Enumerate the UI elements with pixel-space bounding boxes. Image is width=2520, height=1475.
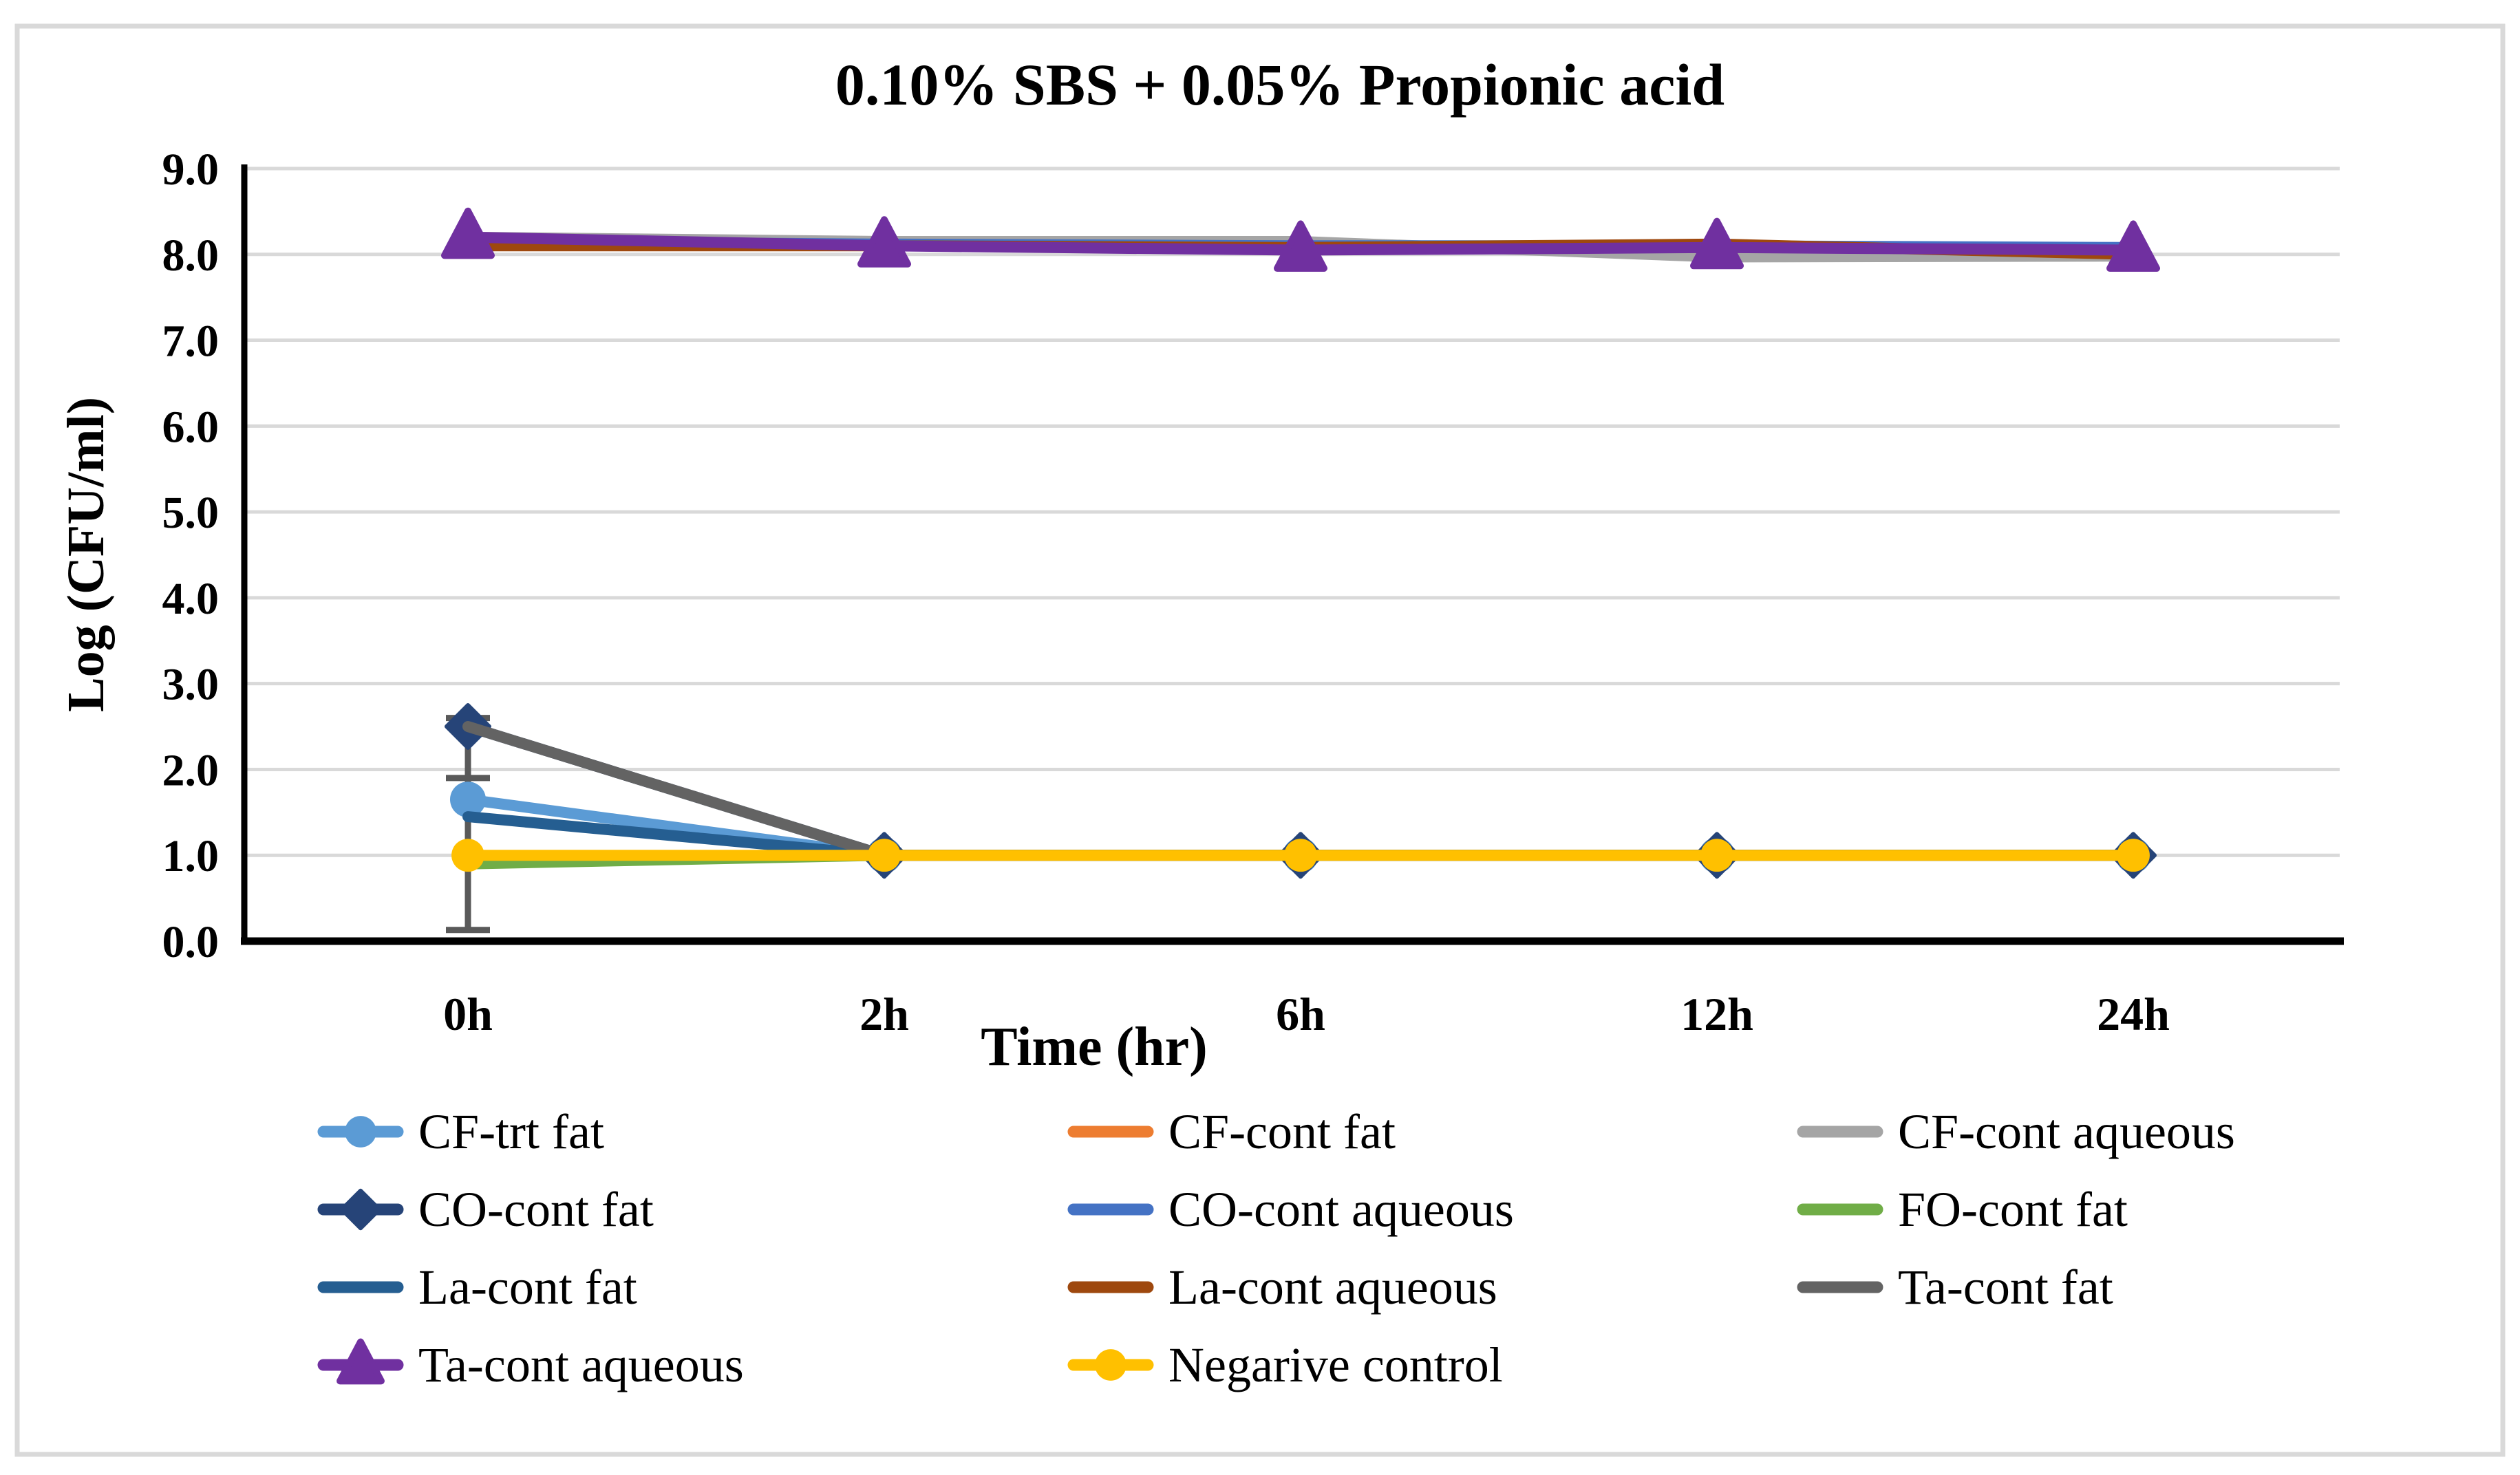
y-tick-label-9.0: 9.0 xyxy=(162,144,220,195)
legend-label-la-cont-aqueous: La-cont aqueous xyxy=(1168,1260,1497,1315)
series-marker-cf-trt-fat xyxy=(450,782,486,818)
legend-item-cf-cont-fat: CF-cont fat xyxy=(1067,1104,1396,1159)
series-marker-ta-cont-aqueous xyxy=(2106,220,2160,272)
legend-label-cf-cont-aqueous: CF-cont aqueous xyxy=(1898,1104,2235,1159)
y-tick-label-3.0: 3.0 xyxy=(162,660,220,710)
y-tick-labels: 0.0 1.0 2.0 3.0 4.0 5.0 6.0 7.0 8.0 9.0 xyxy=(162,144,220,967)
legend-label-fo-cont-fat: FO-cont fat xyxy=(1898,1182,2128,1237)
legend-label-cf-trt-fat: CF-trt fat xyxy=(418,1104,604,1159)
x-tick-label-24h: 24h xyxy=(2097,988,2170,1040)
y-tick-label-6.0: 6.0 xyxy=(162,402,220,452)
figure-border xyxy=(14,23,2506,1457)
y-axis-title: Log (CFU/ml) xyxy=(57,397,115,712)
legend-item-fo-cont-fat: FO-cont fat xyxy=(1797,1182,2128,1237)
x-tick-label-12h: 12h xyxy=(1680,988,1753,1040)
y-tick-label-7.0: 7.0 xyxy=(162,316,220,367)
series-marker-negarive-control xyxy=(1284,839,1317,872)
x-tick-label-6h: 6h xyxy=(1276,988,1325,1040)
legend-item-negarive-control: Negarive control xyxy=(1067,1337,1503,1392)
legend-marker-ta-cont-aqueous xyxy=(337,1338,385,1385)
y-tick-label-0.0: 0.0 xyxy=(162,917,220,967)
legend-label-co-cont-aqueous: CO-cont aqueous xyxy=(1168,1182,1514,1237)
y-tick-label-2.0: 2.0 xyxy=(162,745,220,795)
legend-item-ta-cont-fat: Ta-cont fat xyxy=(1797,1260,2113,1315)
x-tick-label-0h: 0h xyxy=(443,988,493,1040)
legend-label-co-cont-fat: CO-cont fat xyxy=(418,1182,654,1237)
y-tick-label-8.0: 8.0 xyxy=(162,230,220,281)
legend-item-cf-cont-aqueous: CF-cont aqueous xyxy=(1797,1104,2235,1159)
chart-title: 0.10% SBS + 0.05% Propionic acid xyxy=(835,52,1725,118)
axes xyxy=(241,164,2344,945)
legend-item-la-cont-aqueous: La-cont aqueous xyxy=(1067,1260,1497,1315)
series-marker-ta-cont-aqueous xyxy=(441,207,495,259)
series-marker-ta-cont-aqueous xyxy=(1690,217,1744,270)
plot-series xyxy=(441,207,2160,879)
x-tick-label-2h: 2h xyxy=(859,988,909,1040)
legend-marker-cf-trt-fat xyxy=(345,1116,376,1148)
legend-marker-negarive-control xyxy=(1095,1349,1126,1381)
series-marker-ta-cont-aqueous xyxy=(857,216,911,268)
x-axis-title: Time (hr) xyxy=(981,1017,1208,1077)
legend-label-negarive-control: Negarive control xyxy=(1168,1337,1503,1392)
legend-marker-co-cont-fat xyxy=(339,1188,382,1231)
series-marker-ta-cont-aqueous xyxy=(1274,220,1327,272)
legend: CF-trt fat CF-cont fat CF-cont aqueous CO-c… xyxy=(317,1104,2235,1392)
legend-label-ta-cont-aqueous: Ta-cont aqueous xyxy=(418,1337,744,1392)
legend-item-ta-cont-aqueous: Ta-cont aqueous xyxy=(317,1337,744,1392)
legend-label-la-cont-fat: La-cont fat xyxy=(418,1260,637,1315)
y-tick-label-1.0: 1.0 xyxy=(162,831,220,881)
legend-item-cf-trt-fat: CF-trt fat xyxy=(317,1104,604,1159)
legend-label-cf-cont-fat: CF-cont fat xyxy=(1168,1104,1396,1159)
y-tick-label-4.0: 4.0 xyxy=(162,574,220,624)
series-marker-negarive-control xyxy=(868,839,901,872)
legend-item-co-cont-aqueous: CO-cont aqueous xyxy=(1067,1182,1514,1237)
series-marker-negarive-control xyxy=(451,839,484,872)
legend-label-ta-cont-fat: Ta-cont fat xyxy=(1898,1260,2113,1315)
legend-item-co-cont-fat: CO-cont fat xyxy=(317,1182,654,1237)
series-marker-negarive-control xyxy=(2117,839,2150,872)
x-tick-labels: 0h 2h 6h 12h 24h xyxy=(443,988,2170,1040)
series-marker-negarive-control xyxy=(1700,839,1733,872)
y-tick-label-5.0: 5.0 xyxy=(162,488,220,538)
legend-item-la-cont-fat: La-cont fat xyxy=(317,1260,637,1315)
